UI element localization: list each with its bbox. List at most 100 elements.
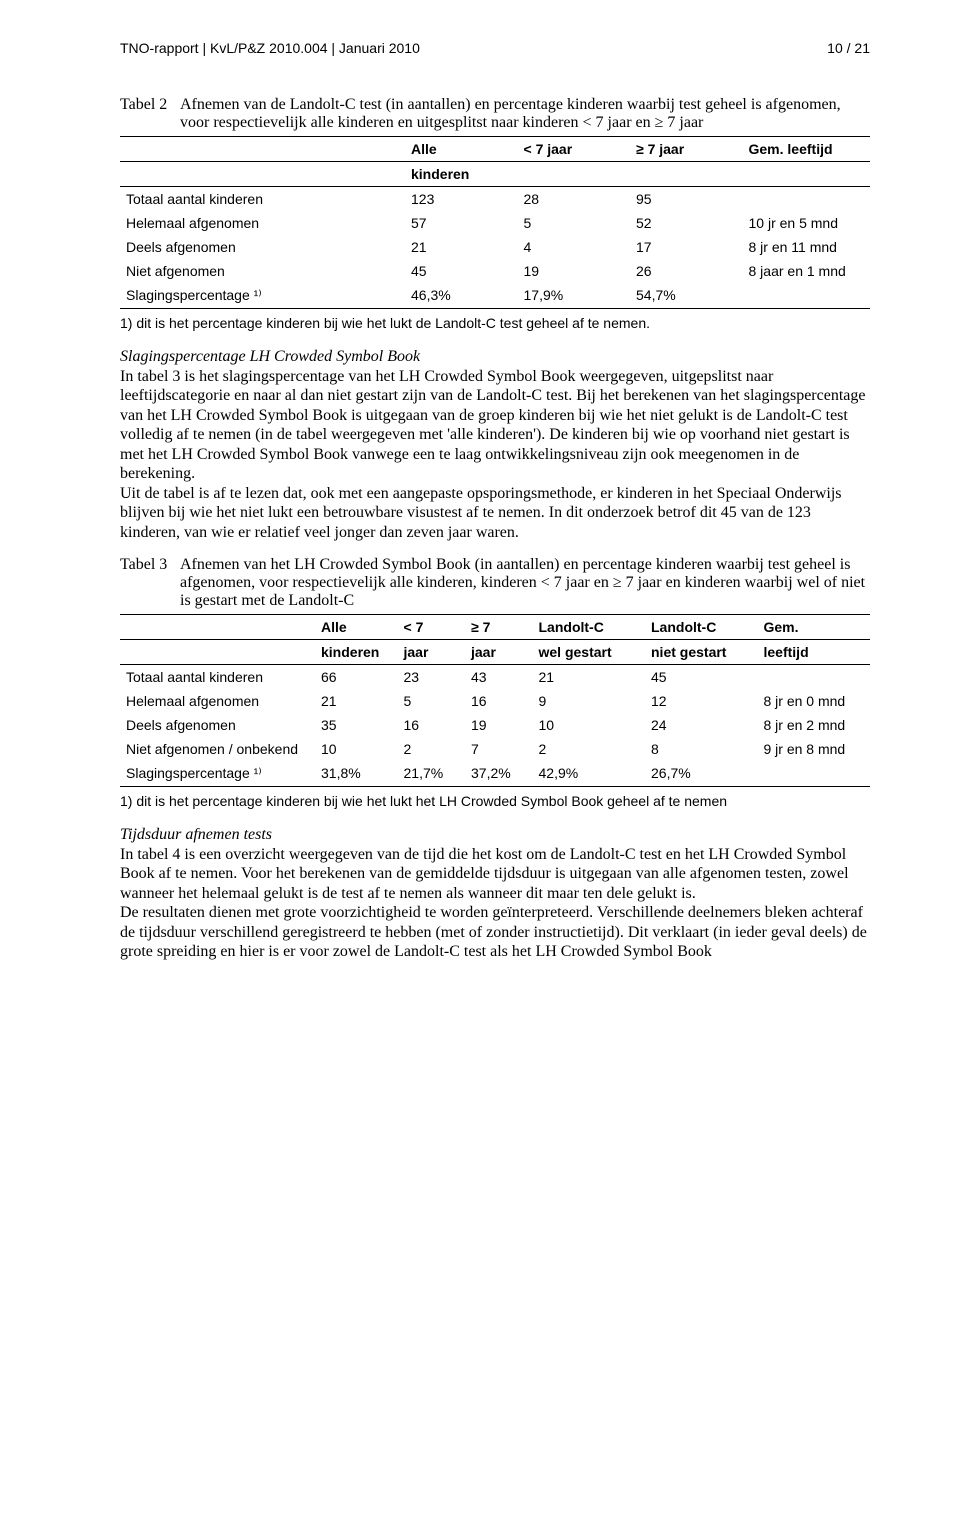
cell: 46,3% xyxy=(405,283,518,309)
cell: 8 jr en 0 mnd xyxy=(758,689,871,713)
cell: 8 xyxy=(645,737,758,761)
cell: 42,9% xyxy=(533,761,646,787)
cell: 95 xyxy=(630,187,743,212)
para2-text: In tabel 4 is een overzicht weergegeven … xyxy=(120,846,867,961)
cell: 45 xyxy=(645,665,758,690)
table-row: Helemaal afgenomen 21 5 16 9 12 8 jr en … xyxy=(120,689,870,713)
page-header: TNO-rapport | KvL/P&Z 2010.004 | Januari… xyxy=(120,40,870,56)
table-row: Totaal aantal kinderen 66 23 43 21 45 xyxy=(120,665,870,690)
cell: 10 xyxy=(533,713,646,737)
th: Gem. xyxy=(758,615,871,640)
th xyxy=(518,162,631,187)
th xyxy=(630,162,743,187)
th xyxy=(120,640,315,665)
para1-text: In tabel 3 is het slagingspercentage van… xyxy=(120,368,865,541)
cell: 7 xyxy=(465,737,533,761)
header-left: TNO-rapport | KvL/P&Z 2010.004 | Januari… xyxy=(120,40,420,56)
cell: 8 jaar en 1 mnd xyxy=(743,259,871,283)
table2-footnote: 1) dit is het percentage kinderen bij wi… xyxy=(120,315,870,331)
cell: 8 jr en 11 mnd xyxy=(743,235,871,259)
cell: 45 xyxy=(405,259,518,283)
cell: 57 xyxy=(405,211,518,235)
cell: 31,8% xyxy=(315,761,398,787)
header-right: 10 / 21 xyxy=(827,40,870,56)
table3-caption-text: Afnemen van het LH Crowded Symbol Book (… xyxy=(180,556,870,610)
cell xyxy=(743,187,871,212)
cell-label: Helemaal afgenomen xyxy=(120,689,315,713)
page: TNO-rapport | KvL/P&Z 2010.004 | Januari… xyxy=(0,0,960,1016)
th: Alle xyxy=(405,137,518,162)
cell: 26,7% xyxy=(645,761,758,787)
cell-label: Niet afgenomen / onbekend xyxy=(120,737,315,761)
th xyxy=(120,162,405,187)
cell xyxy=(758,761,871,787)
cell xyxy=(743,283,871,309)
cell: 5 xyxy=(518,211,631,235)
cell: 2 xyxy=(533,737,646,761)
cell: 9 xyxy=(533,689,646,713)
cell-label: Totaal aantal kinderen xyxy=(120,665,315,690)
th: Gem. leeftijd xyxy=(743,137,871,162)
cell: 21 xyxy=(533,665,646,690)
table-row: Slagingspercentage ¹⁾ 46,3% 17,9% 54,7% xyxy=(120,283,870,309)
table2: Alle < 7 jaar ≥ 7 jaar Gem. leeftijd kin… xyxy=(120,136,870,309)
th: kinderen xyxy=(315,640,398,665)
th: niet gestart xyxy=(645,640,758,665)
th xyxy=(120,137,405,162)
th: jaar xyxy=(465,640,533,665)
cell-label: Totaal aantal kinderen xyxy=(120,187,405,212)
th: < 7 jaar xyxy=(518,137,631,162)
th: wel gestart xyxy=(533,640,646,665)
paragraph-slagingspercentage: Slagingspercentage LH Crowded Symbol Boo… xyxy=(120,347,870,542)
th: < 7 xyxy=(398,615,466,640)
cell: 19 xyxy=(518,259,631,283)
para2-head: Tijdsduur afnemen tests xyxy=(120,826,272,843)
cell: 23 xyxy=(398,665,466,690)
table2-caption: Tabel 2 Afnemen van de Landolt-C test (i… xyxy=(120,96,870,132)
cell: 12 xyxy=(645,689,758,713)
cell: 28 xyxy=(518,187,631,212)
th: Alle xyxy=(315,615,398,640)
cell: 10 jr en 5 mnd xyxy=(743,211,871,235)
cell-label: Deels afgenomen xyxy=(120,235,405,259)
cell: 54,7% xyxy=(630,283,743,309)
table-row: Deels afgenomen 35 16 19 10 24 8 jr en 2… xyxy=(120,713,870,737)
cell: 52 xyxy=(630,211,743,235)
table3-head-row1: Alle < 7 ≥ 7 Landolt-C Landolt-C Gem. xyxy=(120,615,870,640)
cell-label: Helemaal afgenomen xyxy=(120,211,405,235)
table3-caption: Tabel 3 Afnemen van het LH Crowded Symbo… xyxy=(120,556,870,610)
th: jaar xyxy=(398,640,466,665)
cell: 35 xyxy=(315,713,398,737)
cell: 37,2% xyxy=(465,761,533,787)
cell-label: Slagingspercentage ¹⁾ xyxy=(120,761,315,787)
table3: Alle < 7 ≥ 7 Landolt-C Landolt-C Gem. ki… xyxy=(120,614,870,787)
cell xyxy=(758,665,871,690)
th: Landolt-C xyxy=(645,615,758,640)
cell: 2 xyxy=(398,737,466,761)
table2-caption-text: Afnemen van de Landolt-C test (in aantal… xyxy=(180,96,870,132)
table-row: Slagingspercentage ¹⁾ 31,8% 21,7% 37,2% … xyxy=(120,761,870,787)
table-row: Niet afgenomen / onbekend 10 2 7 2 8 9 j… xyxy=(120,737,870,761)
table-row: Niet afgenomen 45 19 26 8 jaar en 1 mnd xyxy=(120,259,870,283)
th: ≥ 7 jaar xyxy=(630,137,743,162)
cell: 19 xyxy=(465,713,533,737)
cell: 24 xyxy=(645,713,758,737)
paragraph-tijdsduur: Tijdsduur afnemen tests In tabel 4 is ee… xyxy=(120,825,870,962)
table3-head-row2: kinderen jaar jaar wel gestart niet gest… xyxy=(120,640,870,665)
cell: 123 xyxy=(405,187,518,212)
cell: 16 xyxy=(398,713,466,737)
para1-head: Slagingspercentage LH Crowded Symbol Boo… xyxy=(120,348,420,365)
cell: 26 xyxy=(630,259,743,283)
cell: 8 jr en 2 mnd xyxy=(758,713,871,737)
table-row: Helemaal afgenomen 57 5 52 10 jr en 5 mn… xyxy=(120,211,870,235)
cell: 43 xyxy=(465,665,533,690)
cell: 5 xyxy=(398,689,466,713)
cell: 16 xyxy=(465,689,533,713)
cell-label: Niet afgenomen xyxy=(120,259,405,283)
cell: 17 xyxy=(630,235,743,259)
table2-head-row1: Alle < 7 jaar ≥ 7 jaar Gem. leeftijd xyxy=(120,137,870,162)
table-row: Deels afgenomen 21 4 17 8 jr en 11 mnd xyxy=(120,235,870,259)
cell: 9 jr en 8 mnd xyxy=(758,737,871,761)
table3-caption-label: Tabel 3 xyxy=(120,556,180,610)
cell: 21 xyxy=(315,689,398,713)
